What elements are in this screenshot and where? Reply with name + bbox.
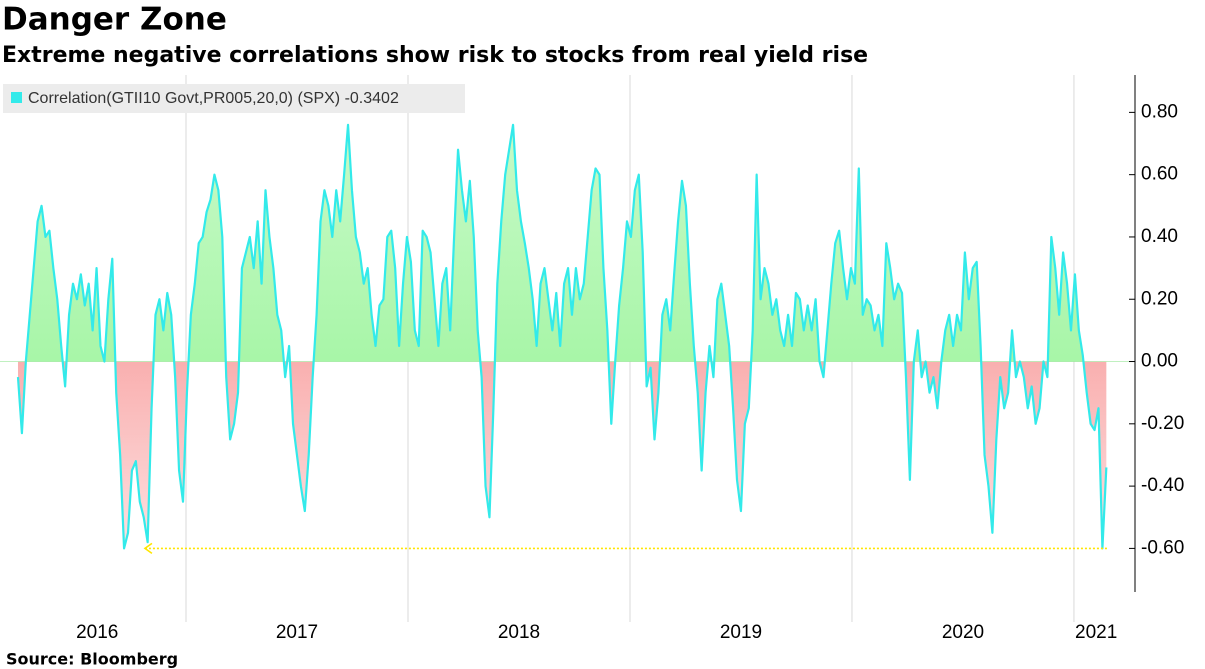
y-tick-label: -0.60 bbox=[1141, 537, 1184, 558]
x-tick-label: 2021 bbox=[1075, 622, 1117, 643]
legend-box bbox=[3, 84, 465, 113]
area-negative bbox=[17, 361, 1107, 549]
x-tick-label: 2017 bbox=[276, 622, 318, 643]
legend: Correlation(GTII10 Govt,PR005,20,0) (SPX… bbox=[3, 84, 465, 113]
y-tick-label: -0.40 bbox=[1141, 475, 1184, 496]
chart-subtitle: Extreme negative correlations show risk … bbox=[2, 43, 868, 68]
area-positive bbox=[17, 124, 1107, 362]
axis-layer: 2016 2017 2018 2019 2020 2021 0.80 0.60 0.40 0.20… bbox=[76, 75, 1184, 643]
source-note: Source: Bloomberg bbox=[6, 650, 178, 669]
legend-swatch bbox=[11, 92, 22, 103]
data-layer bbox=[0, 123, 1135, 555]
y-tick-label: 0.20 bbox=[1141, 288, 1178, 309]
legend-label: Correlation(GTII10 Govt,PR005,20,0) (SPX… bbox=[28, 90, 399, 107]
x-tick-label: 2019 bbox=[720, 622, 762, 643]
reference-arrow bbox=[143, 542, 153, 555]
series-line bbox=[16, 123, 1108, 550]
y-tick-label: 0.80 bbox=[1141, 101, 1178, 122]
y-tick-label: 0.40 bbox=[1141, 226, 1178, 247]
y-tick-label: 0.00 bbox=[1141, 351, 1178, 372]
y-tick-label: 0.60 bbox=[1141, 164, 1178, 185]
x-tick-label: 2020 bbox=[942, 622, 984, 643]
x-tick-label: 2018 bbox=[498, 622, 540, 643]
y-tick-label: -0.20 bbox=[1141, 413, 1184, 434]
chart-title: Danger Zone bbox=[2, 2, 227, 38]
x-tick-label: 2016 bbox=[76, 622, 118, 643]
